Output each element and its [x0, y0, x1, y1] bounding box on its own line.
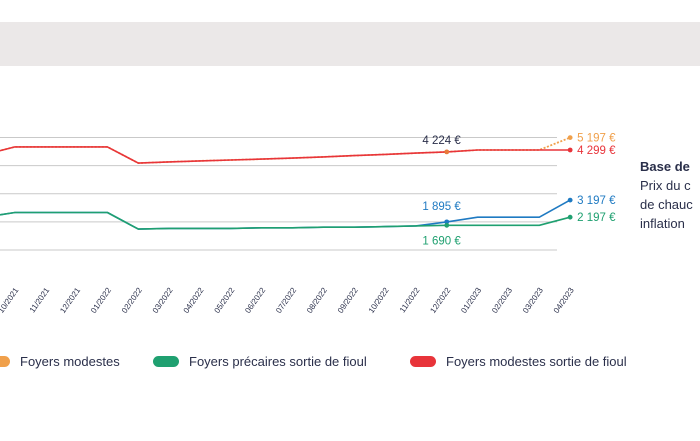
legend-item: Foyers modestes sortie de fioul: [410, 354, 627, 369]
legend-label: Foyers modestes sortie de fioul: [446, 354, 627, 369]
x-tick-label: 10/2022: [367, 286, 391, 315]
series-line: [0, 146, 571, 164]
legend: Foyers modestes Foyers précaires sortie …: [0, 354, 700, 374]
x-tick-label: 01/2022: [89, 286, 113, 315]
data-point: [567, 135, 573, 140]
data-point: [444, 149, 450, 155]
x-tick-label: 07/2022: [274, 286, 298, 315]
data-label: 3 197 €: [577, 195, 616, 207]
x-tick-label: 09/2022: [336, 286, 360, 315]
legend-item: Foyers précaires sortie de fioul: [153, 354, 367, 369]
x-tick-label: 11/2021: [28, 286, 52, 315]
x-tick-label: 01/2023: [459, 286, 483, 315]
header-band: [0, 22, 700, 66]
data-label: 4 299 €: [577, 145, 616, 157]
legend-swatch: [153, 356, 179, 367]
x-tick-label: 03/2023: [521, 286, 545, 315]
x-tick-label: 05/2022: [212, 286, 236, 315]
side-note-line: de chauc: [640, 197, 693, 212]
data-point: [444, 219, 450, 225]
x-tick-label: 04/2023: [552, 286, 576, 315]
data-point: [444, 222, 450, 228]
side-note-title: Base de: [640, 159, 690, 174]
side-note-line: Prix du c: [640, 178, 691, 193]
x-tick-label: 08/2022: [305, 286, 329, 315]
x-tick-label: 03/2022: [151, 286, 175, 315]
data-label: 4 224 €: [422, 135, 461, 147]
side-note-line: inflation: [640, 216, 685, 231]
series-line: [0, 211, 571, 230]
data-label: 2 197 €: [577, 212, 616, 224]
x-tick-label: 06/2022: [243, 286, 267, 315]
data-point: [567, 214, 573, 220]
x-tick-label: 04/2022: [182, 286, 206, 315]
x-tick-label: 10/2021: [0, 286, 21, 315]
legend-label: Foyers modestes: [20, 354, 120, 369]
legend-swatch: [0, 356, 10, 367]
x-tick-label: 02/2022: [120, 286, 144, 315]
data-point: [567, 197, 573, 203]
x-tick-label: 02/2023: [490, 286, 514, 315]
data-label: 5 197 €: [577, 133, 616, 145]
x-tick-label: 12/2022: [428, 286, 452, 315]
side-note: Base de Prix du c de chauc inflation: [640, 157, 700, 233]
x-tick-label: 12/2021: [58, 286, 82, 315]
legend-label: Foyers précaires sortie de fioul: [189, 354, 367, 369]
data-point: [567, 147, 573, 153]
x-tick-label: 11/2022: [398, 286, 422, 315]
data-label: 1 895 €: [422, 201, 461, 213]
legend-item: Foyers modestes: [0, 354, 120, 369]
legend-swatch: [410, 356, 436, 367]
data-label: 1 690 €: [422, 235, 461, 247]
